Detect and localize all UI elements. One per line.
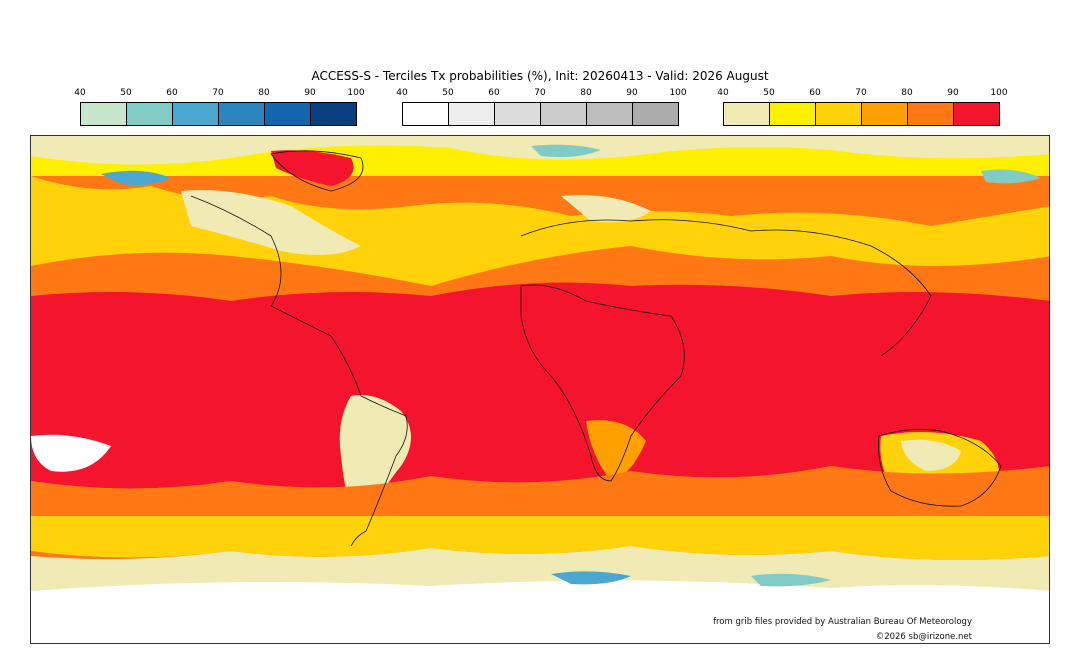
legend-color-cell [954, 103, 999, 125]
legend-color-bar [402, 102, 679, 126]
map-title: ACCESS-S - Terciles Tx probabilities (%)… [311, 69, 769, 83]
legend-tick: 60 [166, 88, 178, 98]
legend-tick: 70 [212, 88, 224, 98]
cool-anomaly-arctic [531, 144, 601, 158]
legend-color-cell [403, 103, 449, 125]
legend-tick: 50 [442, 88, 454, 98]
africa-hot-region [511, 282, 698, 476]
greenland-hot-region [271, 150, 354, 186]
cool-anomaly-north-america [101, 170, 171, 186]
legend-color-cell [127, 103, 173, 125]
coastlines [190, 150, 1002, 547]
legend-tick: 100 [669, 88, 687, 98]
legend-tick: 50 [120, 88, 132, 98]
north-midlatitude-band [31, 176, 1049, 286]
americas-coastline [190, 195, 408, 547]
legend-tick: 50 [763, 88, 775, 98]
legend-tick: 100 [990, 88, 1008, 98]
antarctic-neutral [31, 580, 1049, 643]
probability-map: from grib files provided by Australian B… [30, 135, 1050, 644]
southern-ocean-band [31, 516, 1049, 560]
cool-anomaly-pacific-north [981, 169, 1041, 184]
legend-tick: 90 [626, 88, 638, 98]
legend-color-cell [587, 103, 633, 125]
legend-color-cell [219, 103, 265, 125]
legend-tick: 40 [396, 88, 408, 98]
legend-color-cell [541, 103, 587, 125]
legend-tick: 80 [258, 88, 270, 98]
legend-tick: 80 [901, 88, 913, 98]
legend-color-cell [816, 103, 862, 125]
legend-tick: 90 [947, 88, 959, 98]
legend-color-cell [633, 103, 678, 125]
legend-above-normal: 40 50 60 70 80 90 100 [717, 88, 1008, 128]
canada-mixed-region [181, 190, 361, 255]
legend-near-normal: 40 50 60 70 80 90 100 [396, 88, 687, 128]
legend-tick: 90 [304, 88, 316, 98]
legend-tick: 80 [580, 88, 592, 98]
tropical-hot-belt [31, 282, 1049, 489]
cool-anomaly-antarctic [551, 571, 631, 585]
legend-color-cell [495, 103, 541, 125]
legend-tick: 40 [717, 88, 729, 98]
legend-color-cell [81, 103, 127, 125]
legend-color-cell [862, 103, 908, 125]
legend-tick: 100 [347, 88, 365, 98]
legend-color-cell [449, 103, 495, 125]
map-graphic [31, 136, 1049, 643]
legend-ticks: 40 50 60 70 80 90 100 [396, 88, 686, 100]
legend-tick: 60 [488, 88, 500, 98]
africa-coastline [520, 284, 685, 482]
legend-tick: 40 [74, 88, 86, 98]
legend-tick: 60 [809, 88, 821, 98]
scandinavia-region [561, 195, 651, 223]
legend-color-cell [173, 103, 219, 125]
australia-inland [901, 439, 961, 471]
copyright-credit: ©2026 sb@irizone.net [875, 632, 972, 642]
legend-ticks: 40 50 60 70 80 90 100 [717, 88, 1007, 100]
legend-below-normal: 40 50 60 70 80 90 100 [74, 88, 365, 128]
legend-color-cell [908, 103, 954, 125]
data-source-credit: from grib files provided by Australian B… [712, 617, 972, 627]
legend-tick: 70 [855, 88, 867, 98]
south-pacific-neutral [31, 434, 111, 472]
australia-coastline [878, 428, 1002, 507]
legend-color-bar [723, 102, 1000, 126]
legend-color-cell [311, 103, 356, 125]
legend-color-cell [770, 103, 816, 125]
eurasia-coastline [520, 219, 932, 357]
legend-ticks: 40 50 60 70 80 90 100 [74, 88, 364, 100]
cool-anomaly-antarctic-east [751, 573, 831, 587]
legend-color-bar [80, 102, 357, 126]
legend-color-cell [724, 103, 770, 125]
legend-color-cell [265, 103, 311, 125]
greenland-coastline [270, 150, 364, 192]
legend-tick: 70 [534, 88, 546, 98]
